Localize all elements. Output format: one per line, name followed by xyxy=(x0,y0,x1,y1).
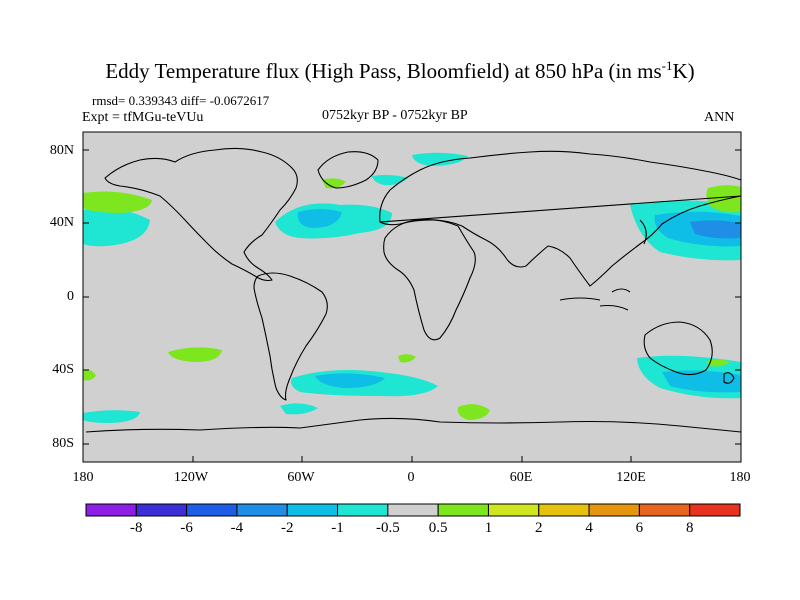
lon-label-120w: 120W xyxy=(173,470,209,485)
page-title: Eddy Temperature flux (High Pass, Bloomf… xyxy=(105,58,695,83)
coastline-islands xyxy=(559,219,647,311)
period-label: 0752kyr BP - 0752kyr BP xyxy=(322,108,468,123)
anomaly-region xyxy=(706,185,741,213)
lon-label-180w: 180 xyxy=(72,470,94,485)
lat-label-80n: 80N xyxy=(49,143,74,158)
anomaly-region xyxy=(412,152,468,166)
colorbar-swatch xyxy=(538,503,590,517)
colorbar-swatch xyxy=(85,503,137,517)
lon-label-180e: 180 xyxy=(729,470,751,485)
colorbar-swatch xyxy=(588,503,640,517)
coastline-eurasia xyxy=(379,150,741,287)
colorbar-label: 8 xyxy=(685,520,694,536)
colorbar-swatch xyxy=(638,503,691,517)
anomaly-region xyxy=(398,354,416,363)
coastline-south-america xyxy=(253,272,328,401)
lon-label-120e: 120E xyxy=(616,470,646,485)
coastline-greenland xyxy=(317,151,379,189)
colorbar-label: -0.5 xyxy=(375,520,400,536)
colorbar-label: 6 xyxy=(635,520,644,536)
anomaly-region xyxy=(706,359,730,367)
colorbar-swatch xyxy=(337,503,389,517)
colorbar-label: 4 xyxy=(585,520,593,536)
anomaly-region xyxy=(83,369,96,381)
lon-label-0: 0 xyxy=(407,470,415,485)
map-ticks xyxy=(82,149,742,462)
colorbar-swatch xyxy=(135,503,188,517)
anomaly-region xyxy=(662,370,741,393)
coastline-new-zealand xyxy=(723,372,735,384)
anomaly-region xyxy=(83,208,150,247)
lat-label-80s: 80S xyxy=(52,436,74,451)
experiment-label: Expt = tfMGu-teVUu xyxy=(82,110,204,125)
colorbar-label: -4 xyxy=(230,520,244,536)
colorbar-label: -6 xyxy=(180,520,193,536)
season-label: ANN xyxy=(704,110,735,125)
world-coastline-map xyxy=(85,147,741,433)
coastline-antarctica xyxy=(85,417,741,433)
anomaly-region xyxy=(168,347,222,362)
colorbar-swatch xyxy=(236,503,288,517)
anomaly-region xyxy=(322,178,346,189)
lon-label-60w: 60W xyxy=(287,470,315,485)
anomaly-region xyxy=(690,220,741,239)
colorbar-label: -1 xyxy=(331,520,344,536)
colorbar-swatch xyxy=(689,503,741,517)
coastline-north-america xyxy=(104,147,298,282)
map-background xyxy=(83,132,741,462)
colorbar-label: 2 xyxy=(535,520,543,536)
colorbar-swatch xyxy=(487,503,540,517)
colorbar-label: -8 xyxy=(130,520,143,536)
anomaly-region xyxy=(457,404,490,420)
coastline-australia xyxy=(643,321,713,376)
anomaly-region xyxy=(83,191,152,213)
lat-label-40n: 40N xyxy=(49,215,74,230)
colorbar-swatch xyxy=(387,503,439,517)
colorbar-label: 0.5 xyxy=(428,520,448,536)
colorbar-swatch xyxy=(437,503,489,517)
anomaly-fields xyxy=(83,152,741,423)
colorbar-swatch xyxy=(186,503,238,517)
anomaly-region xyxy=(280,403,318,415)
colorbar-swatch xyxy=(286,503,339,517)
colorbar xyxy=(85,503,741,517)
lon-label-60e: 60E xyxy=(509,470,533,485)
colorbar-label: 1 xyxy=(484,520,493,536)
lat-label-0: 0 xyxy=(67,289,74,304)
lat-label-40s: 40S xyxy=(52,362,74,377)
colorbar-label: -2 xyxy=(280,520,294,536)
anomaly-region xyxy=(315,373,385,388)
coastline-africa xyxy=(383,219,476,341)
stats-label: rmsd= 0.339343 diff= -0.0672617 xyxy=(92,93,270,108)
anomaly-region xyxy=(297,209,342,228)
anomaly-region xyxy=(83,410,140,423)
